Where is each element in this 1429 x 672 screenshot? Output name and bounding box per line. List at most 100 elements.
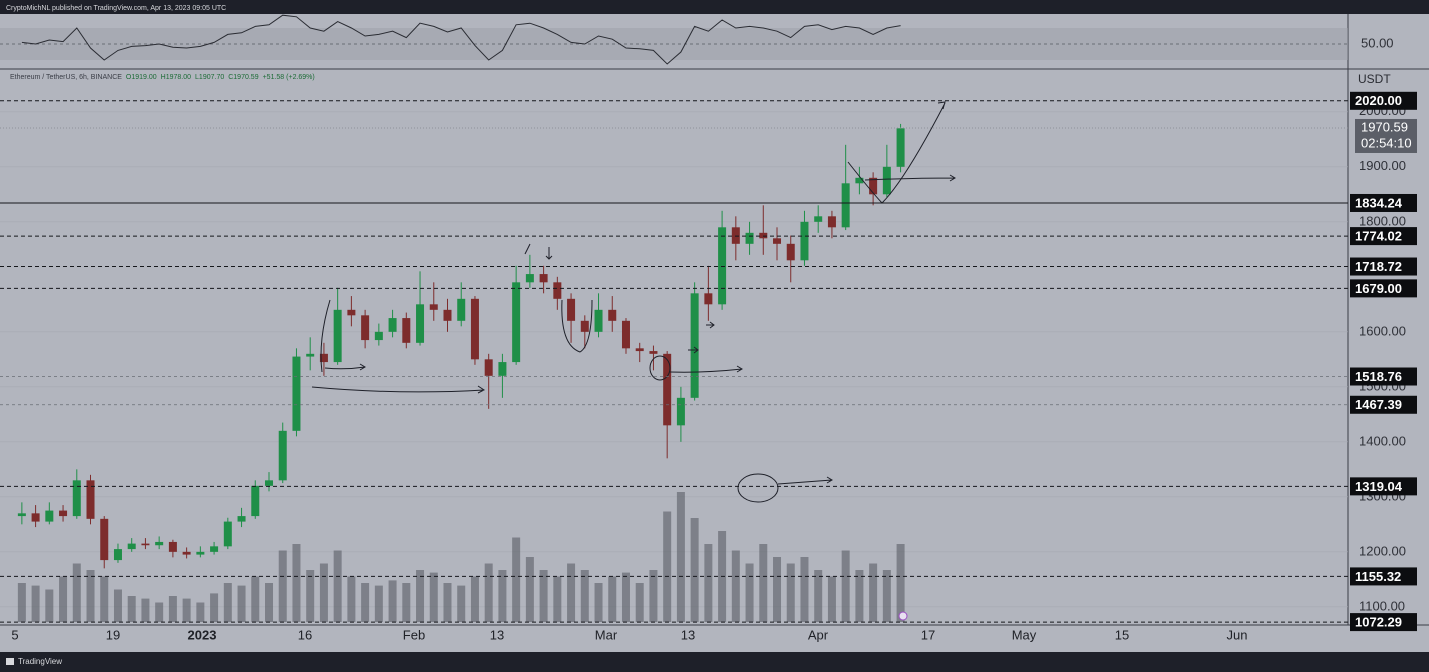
hand-drawings xyxy=(311,101,956,503)
candle-body xyxy=(113,549,122,561)
candle-body xyxy=(237,516,246,522)
replay-marker xyxy=(898,611,908,621)
drawing-arrow xyxy=(864,174,956,182)
drawing-arrow xyxy=(324,363,366,371)
candle-body xyxy=(182,551,191,555)
level-tag xyxy=(1350,613,1417,632)
candle-body xyxy=(498,362,507,376)
volume-bar xyxy=(182,598,191,622)
volume-bar xyxy=(745,563,754,622)
volume-bar xyxy=(127,596,136,622)
volume-bar xyxy=(429,572,438,622)
volume-bar xyxy=(168,596,177,622)
candle-body xyxy=(86,480,95,519)
legend-item: L1907.70 xyxy=(195,74,224,81)
candle-body xyxy=(443,309,452,321)
volume-bar xyxy=(690,518,699,622)
volume-bar xyxy=(388,580,397,622)
volume-bar xyxy=(594,583,603,622)
volume-bar xyxy=(470,576,479,622)
candle-body xyxy=(635,348,644,352)
candle-body xyxy=(457,298,466,321)
candle-body xyxy=(773,238,782,244)
volume-bar xyxy=(663,511,672,622)
candle-body xyxy=(374,331,383,341)
candle-body xyxy=(814,216,823,222)
legend-item: H1978.00 xyxy=(161,74,191,81)
candle-body xyxy=(896,128,905,167)
level-tag xyxy=(1350,279,1417,298)
y-tick-label: 1900.00 xyxy=(1359,158,1406,173)
candle-body xyxy=(704,293,713,305)
rsi-line xyxy=(21,14,901,65)
y-tick-label: 1800.00 xyxy=(1359,213,1406,228)
volume-bar xyxy=(553,576,562,622)
candle-body xyxy=(251,485,260,517)
candle-body xyxy=(800,221,809,261)
candle-body xyxy=(319,353,328,363)
candle-body xyxy=(278,430,287,481)
candle-body xyxy=(402,318,411,343)
volume-bar xyxy=(512,537,521,622)
footer xyxy=(0,652,1429,672)
volume-bar xyxy=(525,557,534,622)
level-tag xyxy=(1350,227,1417,246)
volume-bar xyxy=(155,602,164,622)
volume-bar xyxy=(759,544,768,622)
footer-brand: TradingView xyxy=(18,657,62,666)
candle-body xyxy=(470,298,479,360)
candle-body xyxy=(690,293,699,398)
level-label: 1518.76 xyxy=(1355,369,1402,384)
candle-body xyxy=(608,309,617,321)
x-tick-label: 13 xyxy=(681,627,695,642)
volume-bar xyxy=(676,492,685,622)
brand-logo xyxy=(6,658,14,665)
level-label: 1774.02 xyxy=(1355,229,1402,244)
candle-body xyxy=(759,232,768,239)
drawing-arrow xyxy=(688,321,715,354)
volume-bar xyxy=(45,589,54,622)
x-tick-label: May xyxy=(1012,627,1037,642)
level-tag xyxy=(1350,567,1417,586)
candle-body xyxy=(100,518,109,561)
level-label: 1718.72 xyxy=(1355,259,1402,274)
candle-body xyxy=(223,521,232,547)
volume-bar xyxy=(800,557,809,622)
volume-bar xyxy=(882,570,891,622)
level-tag xyxy=(1350,367,1417,386)
candle-body xyxy=(649,351,658,354)
candle-body xyxy=(882,166,891,195)
volume-bar xyxy=(539,570,548,622)
candle-body xyxy=(416,304,425,343)
level-label: 1319.04 xyxy=(1355,479,1403,494)
drawing-arrow xyxy=(777,476,833,485)
drawing-curve xyxy=(320,299,331,373)
y-tick-label: 1600.00 xyxy=(1359,323,1406,338)
volume-bar xyxy=(567,563,576,622)
volume-bar xyxy=(265,583,274,622)
volume-bar xyxy=(113,589,122,622)
volume-bar xyxy=(59,576,68,622)
level-label: 1072.29 xyxy=(1355,615,1402,630)
volume-bar xyxy=(402,583,411,622)
volume-bar xyxy=(292,544,301,622)
level-tag xyxy=(1350,395,1417,414)
candle-body xyxy=(388,318,397,332)
candle-body xyxy=(127,543,136,550)
candle-body xyxy=(718,227,727,305)
candle-body xyxy=(17,513,26,517)
volume-bar xyxy=(141,598,150,622)
candle-body xyxy=(333,309,342,363)
candle-body xyxy=(567,298,576,321)
x-tick-label: 16 xyxy=(298,627,312,642)
volume-bar xyxy=(649,570,658,622)
x-tick-label: Mar xyxy=(595,627,618,642)
drawing-arrow xyxy=(311,385,485,394)
volume-bar xyxy=(196,602,205,622)
drawing-arrow xyxy=(524,243,553,260)
candle-body xyxy=(855,177,864,184)
level-tag xyxy=(1350,91,1417,110)
last-price-label: 1970.59 xyxy=(1361,119,1408,134)
volume-bar xyxy=(457,585,466,622)
x-tick-label: 13 xyxy=(490,627,504,642)
